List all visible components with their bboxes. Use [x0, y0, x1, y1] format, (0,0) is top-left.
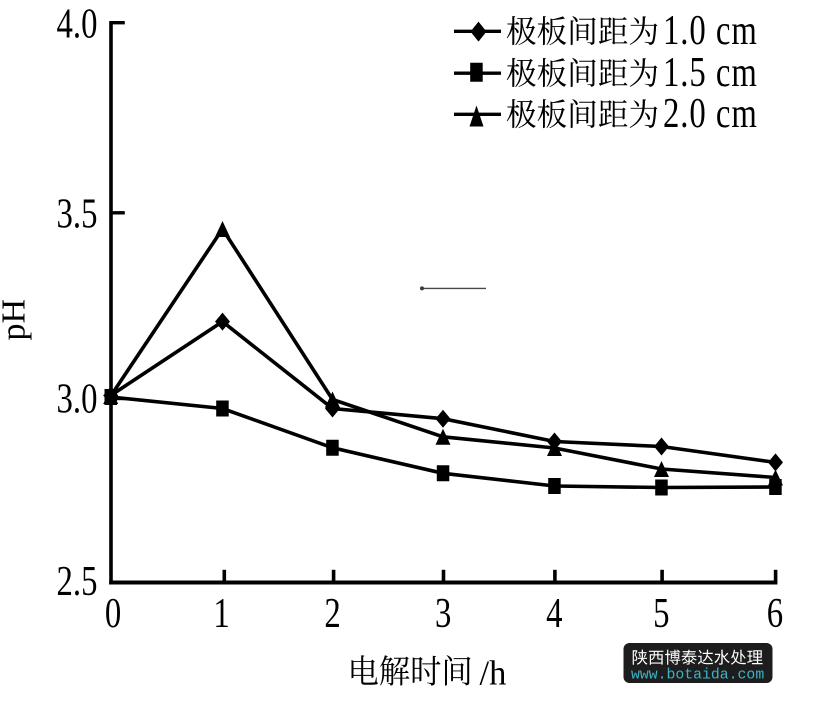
svg-text:3.0: 3.0 — [57, 376, 98, 423]
svg-text:5: 5 — [653, 590, 669, 637]
svg-text:2.0 cm: 2.0 cm — [663, 90, 758, 137]
svg-text:1.5 cm: 1.5 cm — [663, 49, 758, 96]
svg-text:2.5: 2.5 — [57, 558, 98, 605]
svg-text:4.0: 4.0 — [57, 1, 98, 48]
svg-text:2: 2 — [324, 590, 340, 637]
svg-text:4: 4 — [546, 590, 563, 637]
svg-text:3: 3 — [435, 590, 451, 637]
svg-text:0: 0 — [105, 590, 121, 637]
svg-text:6: 6 — [767, 590, 783, 637]
svg-text:www.botaida.com: www.botaida.com — [631, 668, 764, 684]
svg-text:/h: /h — [480, 655, 507, 693]
svg-text:1: 1 — [213, 590, 229, 637]
svg-text:pH: pH — [0, 299, 33, 341]
svg-text:3.5: 3.5 — [57, 191, 98, 238]
svg-text:1.0 cm: 1.0 cm — [663, 7, 758, 54]
